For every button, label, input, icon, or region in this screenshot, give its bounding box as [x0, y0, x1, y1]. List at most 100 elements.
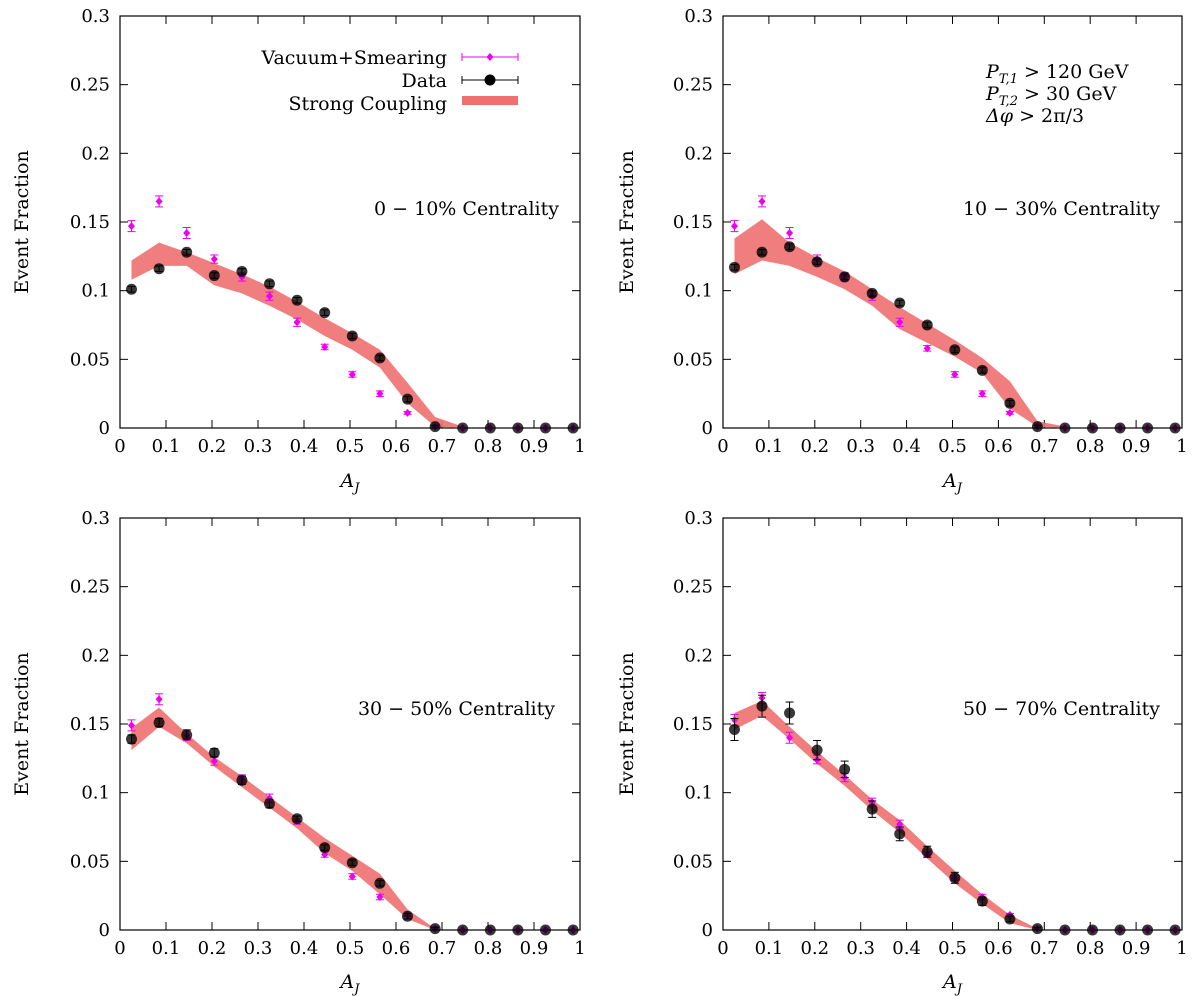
- data-point: [728, 261, 740, 273]
- x-tick-label: 0.3: [846, 436, 875, 457]
- y-tick-label: 0.25: [673, 577, 713, 598]
- y-tick-label: 0.25: [673, 75, 713, 96]
- data-point: [784, 701, 796, 725]
- vacuum-point: [730, 220, 739, 233]
- vacuum-point: [978, 389, 987, 398]
- data-point: [346, 857, 358, 869]
- data-point: [457, 924, 469, 936]
- data-point: [1114, 924, 1126, 936]
- vacuum-point: [375, 389, 384, 398]
- y-tick-label: 0.15: [70, 212, 110, 233]
- x-tick-label: 0.9: [520, 938, 549, 959]
- vacuum-point: [950, 370, 959, 379]
- data-point: [540, 924, 551, 936]
- data-point: [457, 422, 469, 434]
- x-tick-label: 0.9: [520, 436, 549, 457]
- y-tick-label: 0.3: [684, 508, 713, 529]
- vacuum-point: [127, 220, 136, 233]
- panel-4: 0 0.05 0.1 0.15 0.2 0.25 0.3 0 0.1 0.2 0.3 0.4 0.5 0.…: [616, 508, 1188, 997]
- y-tick-label: 0: [99, 920, 110, 941]
- x-tick-label: 0.6: [382, 436, 411, 457]
- strong-coupling-band: [131, 242, 463, 428]
- data-point: [236, 774, 248, 786]
- plot-frame: [119, 15, 581, 429]
- vacuum-point: [127, 719, 136, 732]
- x-tick-label: 0.4: [290, 938, 319, 959]
- data-point: [1059, 924, 1071, 936]
- data-point: [264, 798, 275, 810]
- y-axis-label: Event Fraction: [11, 652, 33, 795]
- data-point: [728, 718, 740, 741]
- y-tick-label: 0.15: [673, 212, 713, 233]
- data-point: [976, 895, 988, 907]
- x-tick-label: 0.7: [1030, 436, 1059, 457]
- y-tick-label: 0.25: [70, 75, 110, 96]
- panel-3: 0 0.05 0.1 0.15 0.2 0.25 0.3 0 0.1 0.2 0.3 0.4 0.5 0.…: [11, 508, 586, 997]
- vacuum-point: [320, 342, 329, 351]
- data-point: [319, 307, 331, 319]
- x-tick-label: 0.2: [800, 938, 829, 959]
- x-tick-label: 0.6: [984, 938, 1013, 959]
- data-point: [921, 845, 933, 858]
- legend-label-vacuum: Vacuum+Smearing: [260, 47, 447, 69]
- data-point: [1059, 422, 1071, 434]
- x-tick-label: 0.7: [428, 938, 457, 959]
- x-tick-label: 0.2: [198, 436, 227, 457]
- legend-mark-strong: [462, 96, 518, 105]
- y-tick-label: 0.05: [70, 851, 110, 872]
- vacuum-point: [785, 731, 794, 744]
- cut-dphi: Δφ > 2π/3: [985, 105, 1084, 127]
- legend-mark-data: [461, 74, 519, 86]
- x-tick-label: 0.7: [1030, 938, 1059, 959]
- y-tick-label: 0.05: [673, 851, 713, 872]
- vacuum-point: [348, 370, 357, 379]
- data-point: [236, 265, 248, 277]
- data-point: [866, 800, 878, 818]
- data-point: [1169, 422, 1181, 434]
- x-tick-label: 0.2: [198, 938, 227, 959]
- vacuum-point: [923, 344, 932, 353]
- y-tick-label: 0.1: [684, 281, 713, 302]
- y-tick-label: 0.2: [684, 645, 713, 666]
- y-tick-label: 0.3: [81, 6, 110, 27]
- vacuum-point: [403, 408, 412, 417]
- x-tick-label: 1: [574, 436, 585, 457]
- legend-label-data: Data: [401, 70, 447, 92]
- data-point: [1004, 397, 1016, 409]
- vacuum-point: [348, 872, 357, 881]
- data-point: [126, 283, 137, 295]
- data-point: [264, 278, 275, 290]
- data-point: [512, 422, 524, 434]
- y-axis-label: Event Fraction: [616, 150, 638, 293]
- x-tick-label: 0.8: [1076, 938, 1105, 959]
- data-point: [208, 747, 220, 759]
- data-point: [839, 760, 851, 779]
- x-tick-label: 0.1: [152, 436, 181, 457]
- data-point: [374, 352, 386, 364]
- data-point: [949, 871, 961, 884]
- y-tick-label: 0: [702, 920, 713, 941]
- data-point: [153, 263, 165, 275]
- data-point: [484, 422, 496, 434]
- y-axis-label: Event Fraction: [616, 652, 638, 795]
- x-tick-label: 1: [1176, 436, 1187, 457]
- data-point: [1031, 421, 1043, 433]
- x-tick-label: 0.3: [846, 938, 875, 959]
- vacuum-point: [758, 195, 767, 208]
- x-tick-label: 0.5: [336, 436, 365, 457]
- data-point: [976, 364, 988, 376]
- x-tick-label: 0.8: [474, 938, 503, 959]
- data-point: [894, 297, 906, 309]
- x-axis-label: AJ: [339, 971, 361, 997]
- y-tick-label: 0.1: [81, 783, 110, 804]
- y-tick-label: 0.05: [673, 349, 713, 370]
- data-point: [291, 294, 303, 306]
- x-tick-label: 0.3: [244, 938, 273, 959]
- y-tick-label: 0: [99, 418, 110, 439]
- x-tick-label: 0.4: [290, 436, 319, 457]
- data-point: [1086, 422, 1098, 434]
- data-point: [153, 717, 165, 729]
- centrality-label: 50 − 70% Centrality: [963, 698, 1160, 720]
- centrality-label: 30 − 50% Centrality: [358, 698, 555, 720]
